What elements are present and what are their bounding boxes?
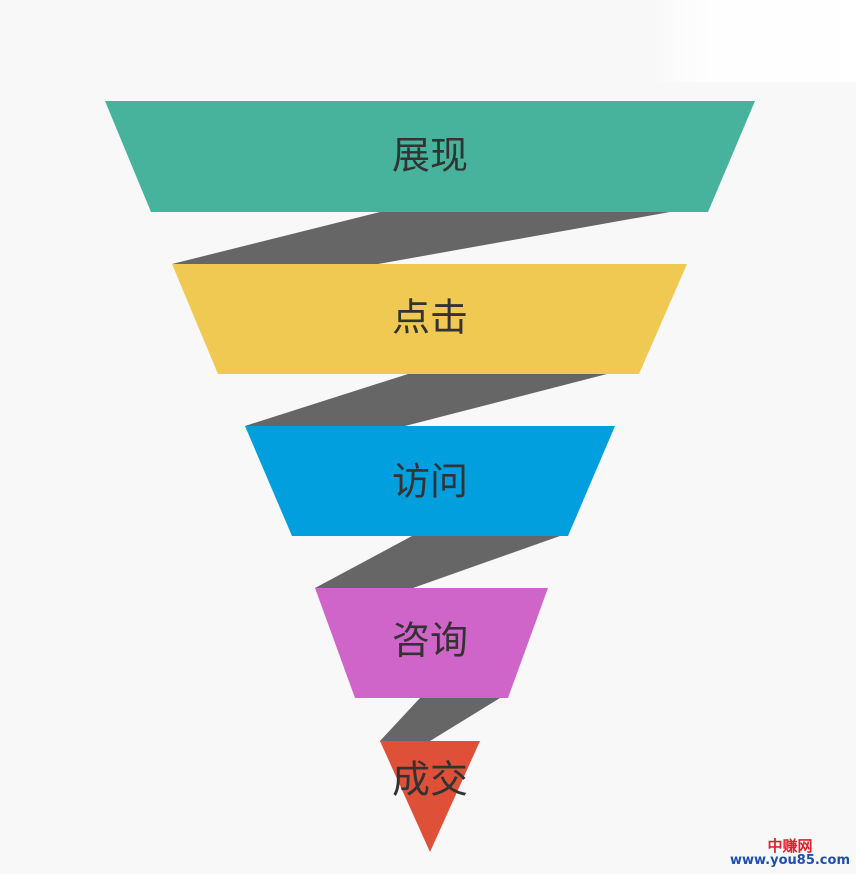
stage-band-5 — [380, 741, 480, 852]
stage-band-1 — [105, 101, 755, 212]
watermark-blur — [648, 0, 856, 82]
stage-label-5: 成交 — [392, 758, 468, 802]
connector-2 — [245, 374, 607, 426]
connector-3 — [315, 536, 560, 588]
funnel-connectors — [172, 212, 670, 741]
stage-band-2 — [172, 264, 687, 374]
stage-label-3: 访问 — [392, 460, 468, 504]
stage-label-2: 点击 — [392, 296, 468, 340]
watermark-cn: 中赚网 — [767, 836, 813, 855]
watermark: 中赚网 www.you85.com — [729, 836, 850, 869]
connector-1 — [172, 212, 670, 264]
stage-label-1: 展现 — [392, 134, 468, 178]
stage-label-4: 咨询 — [392, 619, 468, 663]
stage-band-3 — [245, 426, 615, 536]
connector-4 — [380, 698, 500, 741]
stage-band-4 — [315, 588, 548, 698]
watermark-url: www.you85.com — [729, 853, 850, 869]
